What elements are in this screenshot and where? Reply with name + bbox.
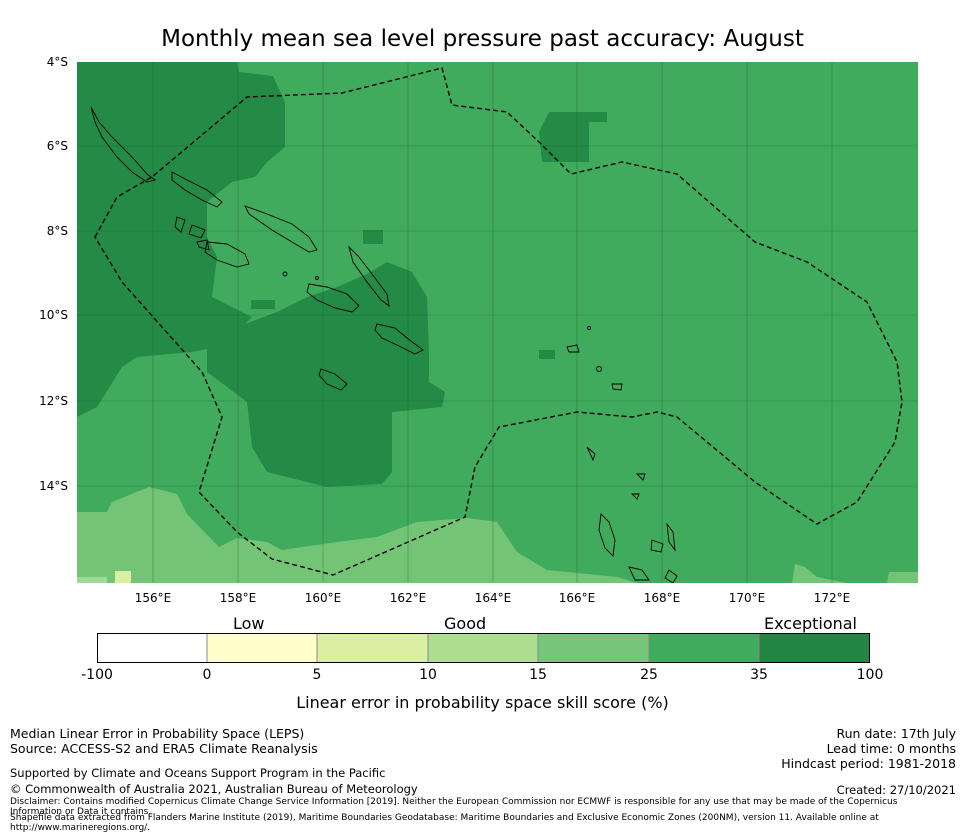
- lat-label: 10°S: [39, 308, 68, 322]
- colorbar-tick: 0: [202, 667, 212, 683]
- field-15-25-south: [77, 487, 637, 583]
- makira-coast: [306, 283, 360, 313]
- lead-time: Lead time: 0 months: [826, 741, 956, 756]
- field-10-15: [77, 577, 107, 583]
- category-label-exceptional: Exceptional: [764, 614, 857, 633]
- santa-cruz-coast: [374, 323, 424, 355]
- colorbar-tick: 100: [856, 667, 884, 683]
- lat-label: 8°S: [46, 224, 68, 238]
- colorbar-segment: [207, 633, 317, 663]
- lat-label: 14°S: [39, 479, 68, 493]
- field-exceptional-patch: [363, 230, 383, 244]
- run-date: Run date: 17th July: [836, 726, 957, 741]
- atoll: [596, 366, 602, 372]
- lon-label: 168°E: [643, 591, 681, 605]
- colorbar-tick: 35: [750, 667, 768, 683]
- footer-source: Source: ACCESS-S2 and ERA5 Climate Reana…: [10, 741, 318, 756]
- field-exceptional-central: [207, 262, 445, 487]
- colorbar-segment: [428, 633, 538, 663]
- graticule: [77, 62, 918, 583]
- colorbar-tick: 10: [419, 667, 437, 683]
- santa-isabel-coast: [244, 205, 318, 253]
- colorbar-tick: 25: [640, 667, 658, 683]
- footer-shapefile-credit: Shapefile data extracted from Flanders M…: [10, 813, 879, 833]
- colorbar-frame: [97, 633, 870, 663]
- footer-method: Median Linear Error in Probability Space…: [10, 726, 305, 741]
- lon-label: 170°E: [728, 591, 766, 605]
- choiseul-coast: [171, 171, 223, 208]
- vanuatu-central-coast: [650, 522, 676, 553]
- colorbar: [97, 633, 870, 663]
- lon-label: 164°E: [474, 591, 512, 605]
- colorbar-segment: [317, 633, 428, 663]
- lat-label: 12°S: [39, 394, 68, 408]
- colorbar-tick: 5: [312, 667, 322, 683]
- skill-map: [77, 62, 918, 583]
- created-date: Created: 27/10/2021: [836, 783, 956, 797]
- atoll: [282, 271, 288, 277]
- chart-title: Monthly mean sea level pressure past acc…: [161, 26, 804, 52]
- vanuatu-south-coast: [628, 566, 678, 583]
- field-15-25-se: [792, 564, 918, 583]
- colorbar-segment: [759, 633, 869, 663]
- lon-label: 158°E: [219, 591, 257, 605]
- category-label-low: Low: [233, 614, 265, 633]
- colorbar-segment: [97, 633, 207, 663]
- rennell-coast: [318, 368, 348, 391]
- lon-label: 156°E: [134, 591, 172, 605]
- lon-label: 172°E: [813, 591, 851, 605]
- field-5-10: [115, 571, 131, 583]
- guadalcanal-coast: [204, 241, 250, 268]
- malaita-coast: [348, 245, 390, 308]
- field-exceptional-patch: [539, 350, 555, 359]
- colorbar-tick: 15: [529, 667, 547, 683]
- field-exceptional-ne: [539, 112, 607, 162]
- atoll: [315, 276, 319, 280]
- footer-disclaimer: Disclaimer: Contains modified Copernicus…: [10, 797, 898, 817]
- lat-label: 4°S: [46, 55, 68, 69]
- colorbar-segment: [649, 633, 759, 663]
- small-islands: [566, 344, 646, 500]
- new-georgia-coast: [174, 216, 210, 251]
- coastlines: [90, 106, 678, 583]
- field-exceptional-patch: [251, 300, 275, 309]
- vanuatu-north-coast: [598, 513, 616, 557]
- atoll: [587, 326, 591, 330]
- colorbar-dividers: [206, 633, 760, 663]
- colorbar-tick: -100: [81, 667, 113, 683]
- colorbar-segment: [538, 633, 649, 663]
- footer-copyright: © Commonwealth of Australia 2021, Austra…: [10, 782, 418, 796]
- lat-label: 6°S: [46, 139, 68, 153]
- footer-support: Supported by Climate and Oceans Support …: [10, 766, 386, 780]
- category-label-good: Good: [444, 614, 487, 633]
- lon-label: 166°E: [558, 591, 596, 605]
- bougainville-coast: [90, 106, 157, 183]
- lon-label: 160°E: [304, 591, 342, 605]
- lon-label: 162°E: [389, 591, 427, 605]
- hindcast-period: Hindcast period: 1981-2018: [781, 756, 956, 771]
- colorbar-title: Linear error in probability space skill …: [296, 693, 669, 712]
